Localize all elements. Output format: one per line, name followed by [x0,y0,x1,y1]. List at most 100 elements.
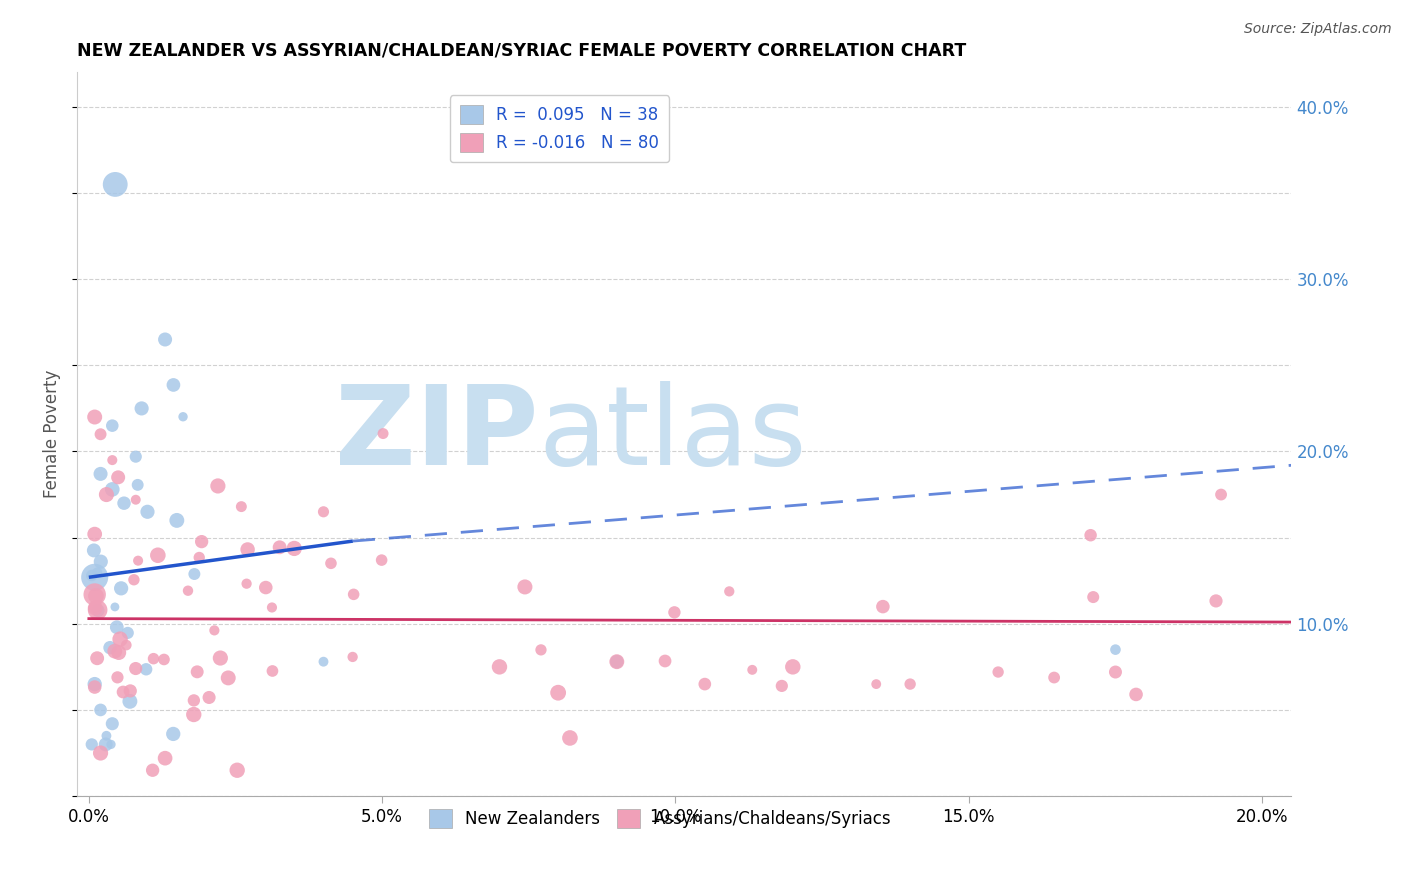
Point [312,505,335,519]
Point [112,496,135,510]
Point [1080,528,1102,542]
Point [183,567,205,582]
Point [319,557,342,571]
Point [188,550,211,565]
Point [235,576,257,591]
Point [1125,688,1147,702]
Point [84,589,107,603]
Point [94,738,117,752]
Point [209,651,232,665]
Point [987,665,1010,679]
Point [136,505,159,519]
Point [96,729,118,743]
Point [217,671,239,685]
Point [83,410,105,425]
Text: NEW ZEALANDER VS ASSYRIAN/CHALDEAN/SYRIAC FEMALE POVERTY CORRELATION CHART: NEW ZEALANDER VS ASSYRIAN/CHALDEAN/SYRIA… [77,42,966,60]
Point [283,541,305,556]
Point [80,738,103,752]
Point [131,401,153,416]
Point [226,764,249,778]
Point [90,746,112,760]
Point [741,663,763,677]
Point [370,553,392,567]
Point [718,584,741,599]
Point [530,643,553,657]
Legend: New Zealanders, Assyrians/Chaldeans/Syriacs: New Zealanders, Assyrians/Chaldeans/Syri… [422,802,898,835]
Point [1104,665,1126,679]
Point [90,703,112,717]
Point [488,660,510,674]
Point [262,664,284,678]
Text: Source: ZipAtlas.com: Source: ZipAtlas.com [1244,22,1392,37]
Point [90,467,112,481]
Point [83,599,105,614]
Point [231,500,253,514]
Point [104,599,127,614]
Point [547,686,569,700]
Point [115,638,138,652]
Point [207,479,229,493]
Point [83,680,105,694]
Point [90,555,112,569]
Text: ZIP: ZIP [335,381,538,488]
Point [83,587,105,601]
Point [122,573,145,587]
Point [101,453,124,467]
Point [101,483,124,497]
Point [86,603,108,617]
Point [371,426,394,441]
Point [183,693,205,707]
Point [153,751,176,765]
Point [107,470,129,484]
Point [312,655,335,669]
Point [108,632,131,646]
Point [1043,671,1066,685]
Point [135,662,157,676]
Point [104,644,127,658]
Point [146,548,169,562]
Point [127,478,149,492]
Point [80,568,103,582]
Point [872,599,894,614]
Point [1205,594,1227,608]
Point [177,583,200,598]
Point [236,542,259,557]
Point [153,333,176,347]
Point [86,566,108,580]
Point [198,690,221,705]
Point [606,655,628,669]
Point [1083,590,1105,604]
Point [513,580,536,594]
Point [162,727,184,741]
Point [664,605,686,619]
Point [202,624,225,638]
Point [124,661,146,675]
Point [142,764,165,778]
Point [269,541,291,555]
Point [558,731,581,745]
Point [100,738,122,752]
Point [101,716,124,731]
Point [83,527,105,541]
Point [107,670,129,684]
Text: atlas: atlas [538,381,807,488]
Point [770,679,793,693]
Point [654,654,676,668]
Point [153,652,176,666]
Point [105,620,128,634]
Point [606,655,628,669]
Point [125,492,148,507]
Point [87,603,110,617]
Point [190,534,212,549]
Point [117,626,139,640]
Point [1209,487,1232,501]
Point [254,581,277,595]
Point [96,487,118,501]
Y-axis label: Female Poverty: Female Poverty [44,370,60,499]
Point [172,409,194,424]
Point [183,707,205,722]
Point [782,660,804,674]
Point [83,570,105,584]
Point [98,640,121,655]
Point [162,378,184,392]
